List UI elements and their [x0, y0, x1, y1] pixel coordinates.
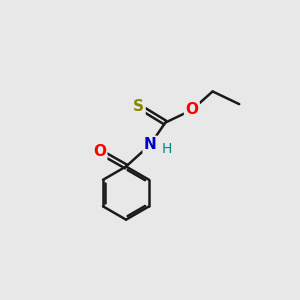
Text: N: N [144, 137, 157, 152]
Text: O: O [185, 102, 198, 117]
Text: O: O [93, 144, 106, 159]
Text: S: S [133, 99, 144, 114]
Text: H: H [161, 142, 172, 156]
